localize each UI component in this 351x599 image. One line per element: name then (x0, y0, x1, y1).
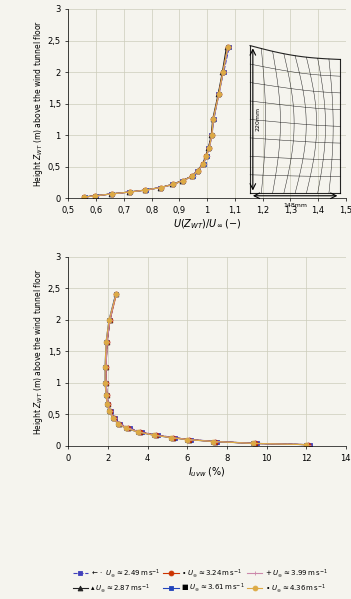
Text: 220mm: 220mm (256, 107, 260, 132)
Y-axis label: Height $Z_{WT}$ (m) above the wind tunnel floor: Height $Z_{WT}$ (m) above the wind tunne… (32, 20, 45, 187)
X-axis label: $I_{uvw}\;(\%)$: $I_{uvw}\;(\%)$ (188, 465, 226, 479)
Text: 148mm: 148mm (284, 203, 308, 208)
Y-axis label: Height $Z_{WT}$ (m) above the wind tunnel floor: Height $Z_{WT}$ (m) above the wind tunne… (32, 268, 45, 435)
X-axis label: $U(Z_{WT})/U_{\infty}\;(-)$: $U(Z_{WT})/U_{\infty}\;(-)$ (173, 217, 241, 231)
Legend: $\leftarrow \cdot\; U_{\infty} \approx 2.49\,\mathrm{m\,s^{-1}}$, $\blacktriangl: $\leftarrow \cdot\; U_{\infty} \approx 2… (71, 565, 329, 595)
